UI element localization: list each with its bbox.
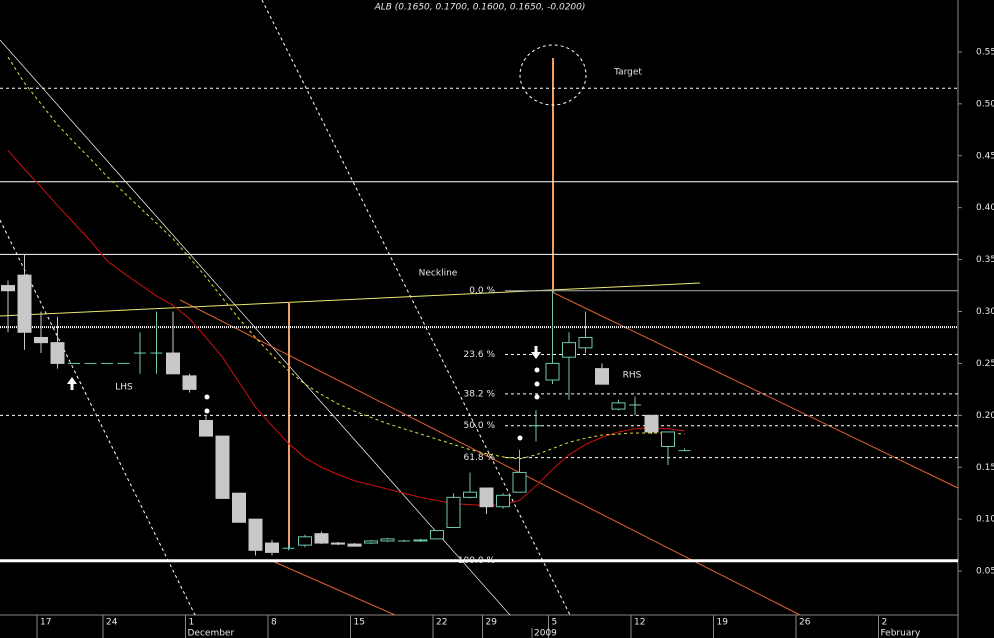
candle-body <box>182 375 197 390</box>
fib-label: 61.8 % <box>464 453 496 463</box>
fib-label: 0.0 % <box>469 286 495 296</box>
x-tick-label: 17 <box>40 618 51 628</box>
moving-average <box>7 150 685 507</box>
up-arrow <box>67 377 77 390</box>
candle-body <box>512 471 527 493</box>
moving-average <box>7 56 685 460</box>
candle-body <box>446 496 461 528</box>
candle-body <box>562 342 576 358</box>
fib-label: 38.2 % <box>464 389 496 399</box>
annotation: Neckline <box>419 269 458 279</box>
candle-body <box>364 540 378 544</box>
annotation: LHS <box>115 383 133 393</box>
y-tick-label: 0.15 <box>976 463 994 473</box>
x-tick-label: 29 <box>486 618 498 628</box>
y-tick-label: 0.45 <box>976 151 994 161</box>
candle-body <box>34 336 48 344</box>
fib-label: 100.0 % <box>458 556 496 566</box>
candle-body <box>166 352 180 375</box>
annotation: Target <box>613 68 642 78</box>
x-tick-label: 24 <box>106 618 118 628</box>
x-tick-label: 15 <box>354 618 365 628</box>
candle-body <box>545 362 560 381</box>
candle-body <box>1 285 15 292</box>
candle-body <box>50 342 65 364</box>
x-tick-label: 2 <box>882 618 888 628</box>
candle-body <box>595 368 609 385</box>
month-label: December <box>188 629 235 638</box>
candle-body <box>380 538 395 542</box>
trendlines <box>0 0 959 616</box>
trendline <box>551 291 959 489</box>
trendline <box>0 219 196 616</box>
candle-body <box>611 402 626 410</box>
down-arrow <box>531 346 541 359</box>
month-label: February <box>881 629 922 638</box>
candle-body <box>496 494 510 508</box>
signal-dot <box>517 435 523 441</box>
candle-body <box>644 414 659 433</box>
y-tick-label: 0.05 <box>976 567 994 577</box>
candle-body <box>215 435 230 499</box>
candle-body <box>578 336 593 349</box>
x-tick-label: 1 <box>189 618 195 628</box>
candle-body <box>17 274 32 333</box>
x-tick-label: 5 <box>552 618 558 628</box>
y-tick-label: 0.40 <box>976 203 994 213</box>
signal-dot <box>534 367 540 373</box>
chart-title: ALB (0.1650, 0.1700, 0.1600, 0.1650, -0.… <box>374 3 586 13</box>
candle-body <box>347 543 362 547</box>
fib-label: 23.6 % <box>464 350 496 360</box>
x-tick-label: 12 <box>634 618 645 628</box>
candle-body <box>248 518 263 551</box>
candle-body <box>232 492 246 523</box>
signal-dot <box>204 408 210 414</box>
y-tick-label: 0.55 <box>976 47 994 57</box>
x-tick-label: 8 <box>271 618 277 628</box>
signal-dot <box>204 394 210 400</box>
x-tick-label: 26 <box>799 618 811 628</box>
candle-body <box>314 533 329 544</box>
candle-body <box>413 539 428 542</box>
fib-label: 50.0 % <box>464 421 496 431</box>
neckline <box>0 282 701 317</box>
candle-body <box>331 542 345 545</box>
signal-dot <box>534 381 540 387</box>
candle-body <box>265 542 279 553</box>
y-tick-label: 0.10 <box>976 515 994 525</box>
x-tick-label: 22 <box>436 618 447 628</box>
candle-body <box>298 536 312 546</box>
signal-dot <box>534 394 540 400</box>
candle-body <box>479 487 494 508</box>
x-tick-label: 19 <box>717 618 729 628</box>
target-circle <box>519 44 587 106</box>
y-tick-label: 0.20 <box>976 411 994 421</box>
y-tick-label: 0.25 <box>976 359 994 369</box>
trendline <box>179 299 801 616</box>
y-tick-label: 0.35 <box>976 255 994 265</box>
candle-body <box>430 530 444 540</box>
candle-body <box>661 431 675 447</box>
annotation: RHS <box>623 371 642 381</box>
month-label: 2009 <box>534 629 557 638</box>
trendline <box>261 0 571 616</box>
y-tick-label: 0.50 <box>976 99 994 109</box>
candle-body <box>199 420 213 437</box>
trendline <box>269 559 396 616</box>
y-tick-label: 0.30 <box>976 307 994 317</box>
candle-body <box>463 491 477 498</box>
